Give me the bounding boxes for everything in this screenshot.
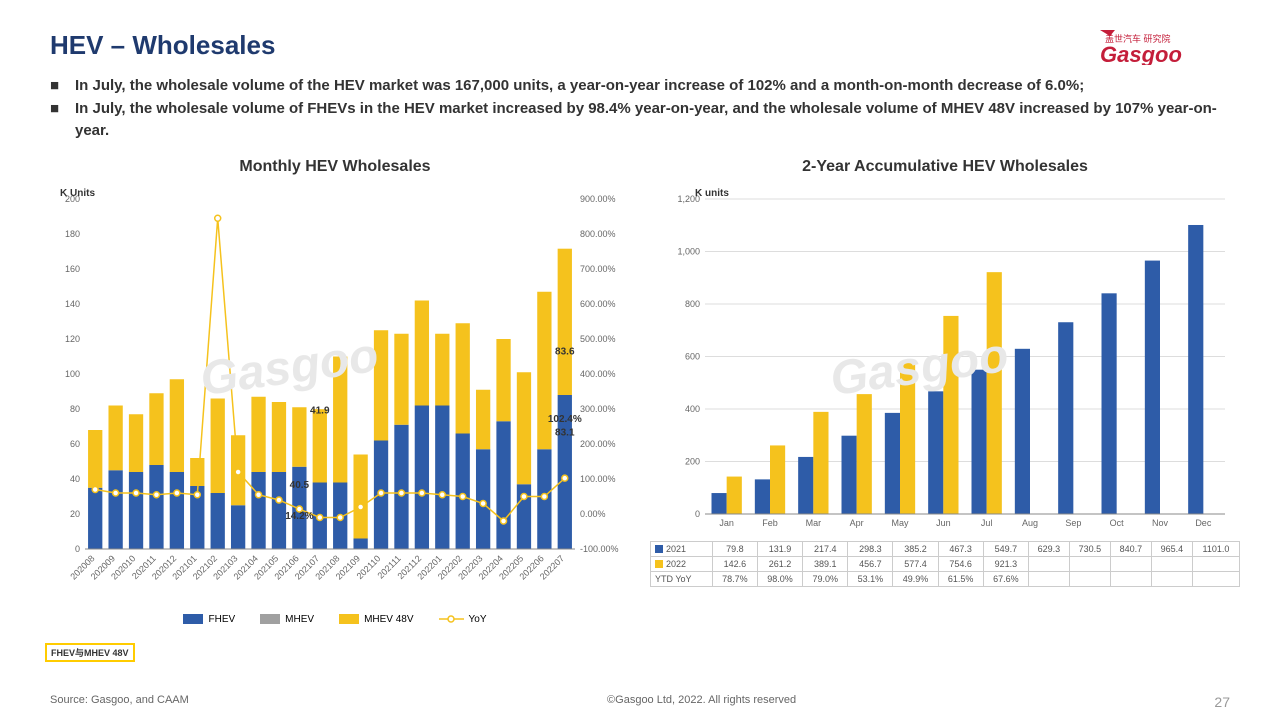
svg-text:Jan: Jan bbox=[719, 518, 734, 528]
svg-text:K units: K units bbox=[695, 188, 729, 199]
svg-text:300.00%: 300.00% bbox=[580, 404, 616, 414]
svg-text:100.00%: 100.00% bbox=[580, 474, 616, 484]
svg-text:-100.00%: -100.00% bbox=[580, 544, 619, 554]
svg-text:140: 140 bbox=[65, 299, 80, 309]
svg-text:0.00%: 0.00% bbox=[580, 509, 606, 519]
svg-text:Feb: Feb bbox=[762, 518, 778, 528]
chart1-legend: FHEV MHEV MHEV 48V YoY bbox=[40, 614, 630, 625]
svg-text:Nov: Nov bbox=[1152, 518, 1169, 528]
svg-text:700.00%: 700.00% bbox=[580, 264, 616, 274]
gasgoo-logo: 盖世汽车 研究院 Gasgoo bbox=[1100, 30, 1230, 65]
bullet-list: In July, the wholesale volume of the HEV… bbox=[0, 75, 1280, 153]
accumulative-chart-panel: 2-Year Accumulative HEV Wholesales 0 200 4… bbox=[650, 158, 1240, 625]
svg-text:K Units: K Units bbox=[60, 188, 95, 199]
svg-text:900.00%: 900.00% bbox=[580, 194, 616, 204]
chart1-title: Monthly HEV Wholesales bbox=[40, 158, 630, 176]
svg-text:80: 80 bbox=[70, 404, 80, 414]
svg-text:400: 400 bbox=[685, 404, 700, 414]
svg-text:May: May bbox=[891, 518, 909, 528]
page-title: HEV – Wholesales bbox=[50, 30, 275, 61]
svg-text:60: 60 bbox=[70, 439, 80, 449]
svg-text:180: 180 bbox=[65, 229, 80, 239]
svg-text:400.00%: 400.00% bbox=[580, 369, 616, 379]
monthly-chart: 020406080100120140160180200-100.00%0.00%… bbox=[40, 184, 630, 604]
svg-text:Jul: Jul bbox=[981, 518, 993, 528]
svg-text:83.6: 83.6 bbox=[555, 346, 575, 357]
footer: Source: Gasgoo, and CAAM ©Gasgoo Ltd, 20… bbox=[0, 694, 1280, 710]
svg-text:800.00%: 800.00% bbox=[580, 229, 616, 239]
svg-text:120: 120 bbox=[65, 334, 80, 344]
copyright-text: ©Gasgoo Ltd, 2022. All rights reserved bbox=[607, 694, 796, 710]
bullet-item: In July, the wholesale volume of the HEV… bbox=[75, 75, 1230, 98]
svg-text:Apr: Apr bbox=[850, 518, 864, 528]
svg-text:800: 800 bbox=[685, 299, 700, 309]
chart2-data-table: 202179.8131.9217.4298.3385.2467.3549.762… bbox=[650, 541, 1240, 587]
svg-text:40.5: 40.5 bbox=[290, 480, 310, 491]
source-text: Source: Gasgoo, and CAAM bbox=[50, 694, 189, 710]
svg-text:Sep: Sep bbox=[1065, 518, 1081, 528]
svg-text:100: 100 bbox=[65, 369, 80, 379]
svg-text:102.4%: 102.4% bbox=[548, 413, 582, 424]
svg-text:Dec: Dec bbox=[1195, 518, 1212, 528]
svg-text:0: 0 bbox=[75, 544, 80, 554]
monthly-chart-panel: Monthly HEV Wholesales 0 20 40 60 80 100 120 14… bbox=[40, 158, 630, 625]
svg-text:41.9: 41.9 bbox=[310, 405, 330, 416]
svg-text:83.1: 83.1 bbox=[555, 427, 575, 438]
svg-text:160: 160 bbox=[65, 264, 80, 274]
svg-text:20: 20 bbox=[70, 509, 80, 519]
page-number: 27 bbox=[1214, 694, 1230, 710]
svg-text:Gasgoo: Gasgoo bbox=[1100, 42, 1182, 65]
svg-text:600: 600 bbox=[685, 351, 700, 361]
svg-text:200: 200 bbox=[685, 456, 700, 466]
svg-text:0: 0 bbox=[695, 509, 700, 519]
svg-text:Mar: Mar bbox=[806, 518, 822, 528]
svg-text:Aug: Aug bbox=[1022, 518, 1038, 528]
svg-text:200.00%: 200.00% bbox=[580, 439, 616, 449]
bullet-item: In July, the wholesale volume of FHEVs i… bbox=[75, 98, 1230, 143]
svg-text:14.2%: 14.2% bbox=[285, 511, 313, 522]
svg-text:600.00%: 600.00% bbox=[580, 299, 616, 309]
footnote: FHEV与MHEV 48V bbox=[45, 643, 135, 662]
accumulative-chart: 02004006008001,0001,200K unitsJanFebMarA… bbox=[650, 184, 1240, 534]
svg-text:1,000: 1,000 bbox=[677, 246, 700, 256]
svg-text:40: 40 bbox=[70, 474, 80, 484]
svg-text:500.00%: 500.00% bbox=[580, 334, 616, 344]
svg-text:Jun: Jun bbox=[936, 518, 951, 528]
svg-text:Oct: Oct bbox=[1110, 518, 1125, 528]
chart2-title: 2-Year Accumulative HEV Wholesales bbox=[650, 158, 1240, 176]
header: HEV – Wholesales 盖世汽车 研究院 Gasgoo bbox=[0, 0, 1280, 75]
